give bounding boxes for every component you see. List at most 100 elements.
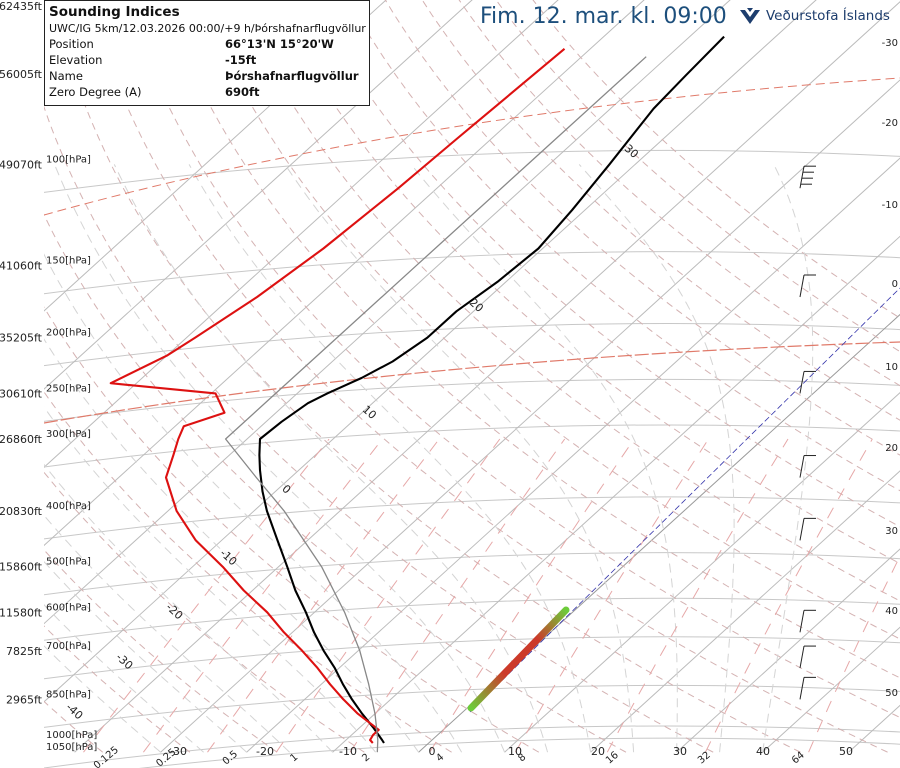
mixing-ratio-line (704, 438, 873, 753)
dry-adiabat-line (52, 0, 801, 753)
mixing-ratio-line (142, 438, 383, 753)
moist-adiabat-line (44, 406, 376, 753)
wind-barb (799, 370, 816, 394)
height-label: 30610ft (0, 387, 43, 400)
info-label: Elevation (49, 53, 103, 67)
dry-adiabat-line (89, 0, 888, 753)
pressure-label: 300[hPa] (46, 429, 91, 440)
dry-adiabat-line (44, 625, 191, 753)
dry-adiabat-line (44, 306, 540, 753)
mixing-ratio-line (429, 438, 635, 753)
wind-barb (799, 645, 816, 669)
dry-adiabat-line (200, 0, 900, 640)
isotherm-line (504, 392, 900, 753)
mixing-ratio-line (349, 438, 566, 753)
wind-barb-staff (799, 677, 805, 700)
info-value: 690ft (225, 85, 260, 99)
wind-barb-staff (799, 371, 805, 394)
right-scale-label: 30 (885, 526, 898, 537)
isotherm-label: -20 (163, 601, 185, 623)
moist-adiabat-line (762, 164, 814, 753)
right-scale-label: 0 (892, 279, 898, 290)
moist-adiabat-line (44, 338, 420, 753)
isobar-line (44, 636, 900, 680)
temperature-tick-label: 40 (756, 745, 770, 758)
pressure-label: 600[hPa] (46, 602, 91, 613)
mixing-ratio-tick-label: 0.5 (221, 749, 240, 768)
wind-barb-staff (799, 610, 805, 633)
right-scale-label: 40 (885, 606, 898, 617)
info-value: Þórshafnarflugvöllur (225, 69, 359, 83)
isotherm-label: 0 (279, 482, 293, 496)
moist-adiabat-line (54, 164, 506, 753)
temperature-tick-label: 0 (429, 745, 436, 758)
dry-adiabat-line (274, 0, 900, 565)
isotherm-line (44, 0, 645, 547)
tropopause-line-2 (44, 341, 900, 424)
isotherm-label: 20 (467, 296, 486, 315)
info-label: Name (49, 69, 83, 83)
freezing-level-line (469, 287, 900, 713)
sounding-indices-box: Sounding Indices UWC/IG 5km/12.03.2026 0… (44, 0, 370, 106)
height-label: 49070ft (0, 158, 43, 171)
info-label: Zero Degree (A) (49, 85, 142, 99)
isotherm-line (848, 704, 900, 753)
pressure-label: 1000[hPa] (46, 730, 97, 741)
parcel-line (224, 56, 647, 753)
brand-name: Veðurstofa Íslands (766, 8, 890, 24)
isobar-line (44, 725, 900, 768)
isotherm-line (590, 470, 900, 753)
temperature-tick-label: 50 (839, 745, 853, 758)
mixing-ratio-tick-label: 2 (360, 752, 372, 765)
isotherm-line (44, 0, 473, 390)
isobar-line (44, 424, 900, 468)
wind-barb (799, 455, 816, 478)
wind-barb (799, 676, 816, 700)
mixing-ratio-line (207, 438, 440, 753)
temperature-tick-label: -30 (169, 745, 187, 758)
info-run: UWC/IG 5km/12.03.2026 00:00/+9 h/Þórshaf… (49, 22, 366, 35)
isobar-line (44, 684, 900, 728)
right-scale-label: -30 (882, 38, 898, 49)
vedur-logo-icon (740, 8, 760, 24)
dewpoint-line (109, 47, 566, 744)
mixing-ratio-tick-label: 1 (288, 752, 300, 765)
mixing-ratio-line (514, 438, 709, 753)
temperature-tick-label: 20 (591, 745, 605, 758)
isotherm-line (676, 548, 900, 753)
pressure-label: 100[hPa] (46, 154, 91, 165)
forecast-time-title: Fim. 12. mar. kl. 09:00 (480, 4, 727, 29)
isobar-line (44, 597, 900, 641)
info-label: Position (49, 37, 94, 51)
moist-adiabat-line (578, 164, 735, 753)
isotherm-label: -40 (63, 701, 85, 723)
moist-adiabat-line (44, 560, 247, 753)
temperature-tick-label: 10 (508, 745, 522, 758)
dry-adiabat-line (347, 0, 900, 492)
isobar-line (44, 323, 900, 367)
isobar-line (44, 149, 900, 193)
info-value: 66°13'N 15°20'W (225, 37, 334, 51)
dry-adiabat-line (44, 471, 365, 753)
info-row-name: Name Þórshafnarflugvöllur (49, 68, 365, 84)
moist-adiabat-line (188, 164, 592, 753)
height-label: 11580ft (0, 606, 43, 619)
height-label: 35205ft (0, 332, 43, 345)
brand-logo: Veðurstofa Íslands (738, 6, 890, 26)
isotherm-line (44, 0, 817, 703)
height-label: 62435ft (0, 0, 43, 13)
isobar-line (44, 552, 900, 596)
moist-adiabat-line (113, 164, 549, 753)
tropopause-line (44, 77, 900, 216)
mixing-ratio-tick-label: 16 (604, 750, 621, 767)
height-label: 20830ft (0, 505, 43, 518)
temperature-tick-label: -10 (339, 745, 357, 758)
moist-adiabat-line (284, 164, 635, 753)
right-scale-label: -20 (882, 118, 898, 129)
isotherm-line (44, 0, 731, 625)
isotherm-line (74, 1, 900, 753)
pressure-label: 250[hPa] (46, 383, 91, 394)
